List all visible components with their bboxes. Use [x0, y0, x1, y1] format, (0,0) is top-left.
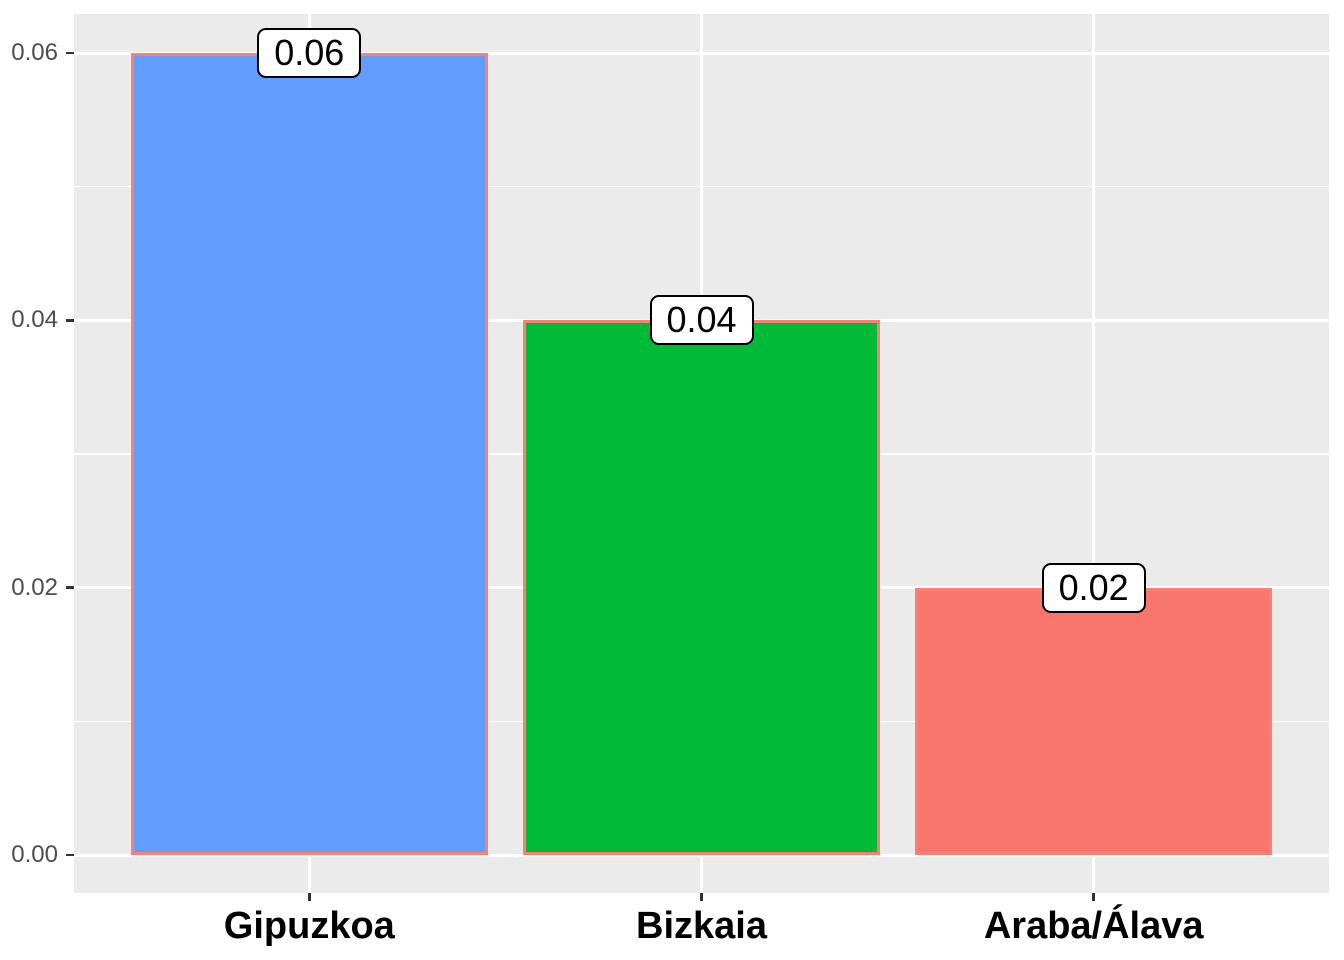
- data-label-bizkaia: 0.04: [649, 295, 754, 346]
- data-label-araba-alava: 0.02: [1041, 562, 1146, 613]
- x-axis-tick-mark: [700, 893, 703, 901]
- y-axis-tick-label: 0.04: [11, 306, 58, 334]
- y-axis-tick-mark: [66, 586, 74, 589]
- bar-gipuzkoa: [130, 53, 488, 855]
- bar-araba-alava: [915, 587, 1273, 855]
- y-axis-tick-mark: [66, 853, 74, 857]
- y-axis-tick-label: 0.06: [11, 39, 58, 66]
- y-axis-tick-label: 0.02: [11, 573, 58, 601]
- y-axis-tick-mark: [66, 51, 74, 55]
- data-label-gipuzkoa: 0.06: [257, 28, 362, 78]
- plot-panel: [74, 14, 1329, 893]
- x-axis-label-bizkaia: Bizkaia: [636, 905, 767, 947]
- x-axis-tick-mark: [1092, 893, 1095, 901]
- x-axis-tick-mark: [308, 893, 311, 901]
- y-axis-tick-mark: [66, 319, 74, 322]
- x-axis-label-araba-alava: Araba/Álava: [983, 905, 1204, 947]
- bar-bizkaia: [523, 320, 880, 855]
- x-axis-label-gipuzkoa: Gipuzkoa: [223, 905, 395, 947]
- y-axis-tick-label: 0.00: [11, 841, 58, 868]
- gridline-vertical-major: [1092, 14, 1096, 893]
